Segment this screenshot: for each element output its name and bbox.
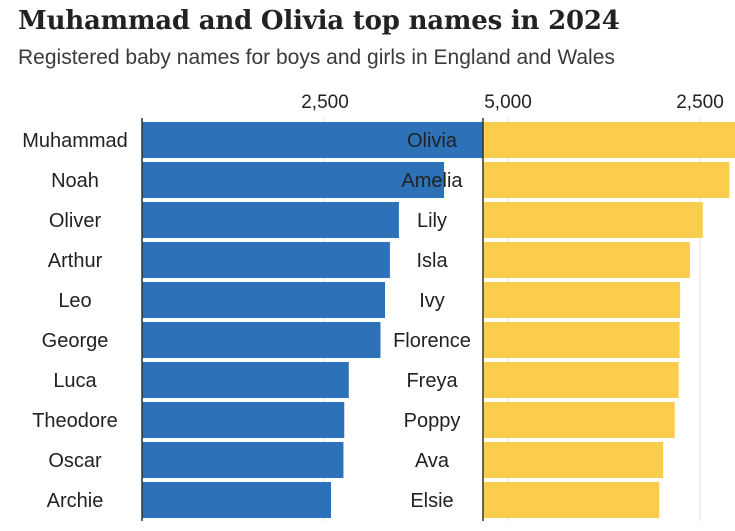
boys-bar-leo [142,282,386,318]
boys-name-label: Archie [47,490,104,512]
girls-name-label: Poppy [404,410,461,432]
girls-name-label: Freya [406,370,458,392]
boys-bar-luca [142,362,349,398]
girls-bar-freya [483,362,679,398]
boys-name-label: Luca [53,370,97,392]
girls-name-label: Lily [417,210,447,232]
girls-name-label: Isla [416,250,448,272]
boys-bar-oscar [142,442,344,478]
girls-bar-olivia [483,122,735,158]
girls-bar-isla [483,242,690,278]
girls-name-label: Olivia [407,130,458,152]
girls-bar-ivy [483,282,681,318]
chart-title: Muhammad and Olivia top names in 2024 [18,6,620,36]
boys-tick-label: 5,000 [484,92,532,113]
girls-name-label: Amelia [401,170,463,192]
boys-name-label: Theodore [32,410,118,432]
chart-subtitle: Registered baby names for boys and girls… [18,46,615,69]
boys-name-label: Oliver [49,210,102,232]
boys-bar-oliver [142,202,399,238]
boys-bar-george [142,322,381,358]
girls-name-label: Elsie [410,490,453,512]
boys-name-label: George [42,330,109,352]
girls-bar-poppy [483,402,675,438]
girls-name-label: Ivy [419,290,445,312]
girls-name-label: Ava [415,450,450,472]
girls-bar-florence [483,322,680,358]
boys-name-label: Oscar [48,450,102,472]
girls-bar-ava [483,442,664,478]
boys-name-label: Noah [51,170,99,192]
boys-name-label: Arthur [48,250,103,272]
girls-tick-label: 2,500 [676,92,724,113]
boys-bar-archie [142,482,332,518]
boys-bar-noah [142,162,445,198]
boys-bar-arthur [142,242,390,278]
boys-bar-theodore [142,402,345,438]
boys-name-label: Muhammad [22,130,128,152]
girls-bar-lily [483,202,703,238]
girls-name-label: Florence [393,330,471,352]
girls-bar-amelia [483,162,730,198]
boys-tick-label: 2,500 [301,92,349,113]
girls-bar-elsie [483,482,660,518]
boys-name-label: Leo [58,290,91,312]
